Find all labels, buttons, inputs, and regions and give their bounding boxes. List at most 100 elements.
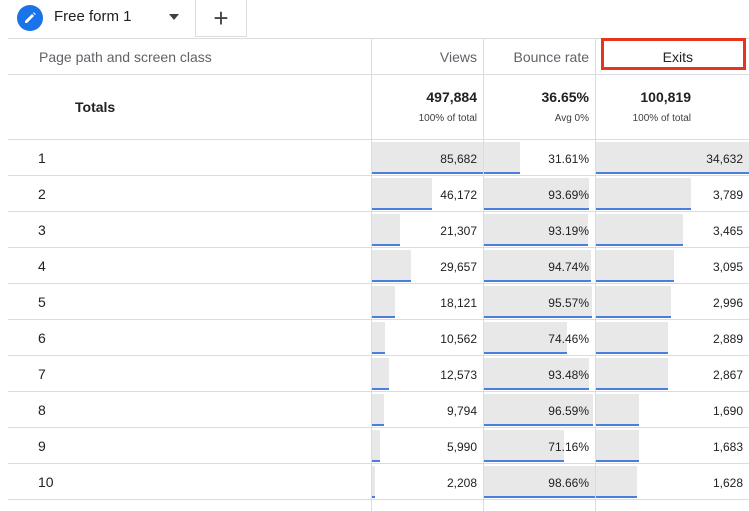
cell-exits-bar — [596, 286, 671, 318]
cell-views-bar-line — [372, 244, 400, 246]
table-row[interactable]: 2 46,172 93.69% 3,789 — [8, 176, 749, 212]
cell-views-bar — [372, 358, 389, 390]
cell-exits-bar — [596, 394, 639, 426]
cell-views-bar-line — [372, 352, 385, 354]
cell-views-value: 12,573 — [440, 368, 477, 382]
cell-exits-value: 2,996 — [712, 296, 743, 310]
row-divider — [8, 355, 749, 356]
cell-views-bar-line — [372, 424, 384, 426]
totals-bounce-rate-sub: Avg 0% — [554, 113, 589, 124]
cell-views: 18,121 — [372, 284, 483, 320]
cell-views-value: 21,307 — [440, 224, 477, 238]
totals-divider — [8, 139, 749, 140]
table-row[interactable]: 6 10,562 74.46% 2,889 — [8, 320, 749, 356]
cell-views-bar — [372, 214, 400, 246]
exits-highlight-box — [601, 38, 746, 70]
cell-views-bar-line — [372, 172, 483, 174]
table-row[interactable]: 1 85,682 31.61% 34,632 — [8, 140, 749, 176]
cell-exits-bar — [596, 322, 668, 354]
cell-bounce-value: 31.61% — [548, 152, 589, 166]
cell-bounce-bar — [484, 394, 593, 426]
cell-exits-bar — [596, 430, 639, 462]
add-tab-button[interactable]: + — [195, 0, 247, 37]
cell-bounce-bar-line — [484, 316, 592, 318]
cell-views: 46,172 — [372, 176, 483, 212]
cell-exits-value: 1,690 — [712, 404, 743, 418]
cell-views-bar — [372, 178, 432, 210]
cell-exits: 1,628 — [596, 464, 749, 500]
cell-views-bar — [372, 466, 375, 498]
cell-bounce: 71.16% — [484, 428, 595, 464]
cell-exits-value: 1,683 — [712, 440, 743, 454]
row-divider — [8, 391, 749, 392]
column-header-views[interactable]: Views — [371, 39, 483, 75]
cell-views-value: 5,990 — [446, 440, 477, 454]
cell-bounce: 98.66% — [484, 464, 595, 500]
table-row[interactable]: 9 5,990 71.16% 1,683 — [8, 428, 749, 464]
cell-exits-bar-line — [596, 172, 749, 174]
cell-bounce-bar-line — [484, 208, 589, 210]
cell-bounce-bar — [484, 214, 588, 246]
cell-views-bar — [372, 394, 384, 426]
cell-bounce-bar-line — [484, 496, 595, 498]
totals-views: 497,884 100% of total — [371, 89, 477, 124]
table-row[interactable]: 4 29,657 94.74% 3,095 — [8, 248, 749, 284]
cell-exits-bar-line — [596, 388, 668, 390]
table-row[interactable]: 3 21,307 93.19% 3,465 — [8, 212, 749, 248]
cell-views-bar-line — [372, 496, 375, 498]
table-row[interactable]: 8 9,794 96.59% 1,690 — [8, 392, 749, 428]
column-header-dimension[interactable]: Page path and screen class — [8, 39, 371, 75]
cell-views: 2,208 — [372, 464, 483, 500]
cell-exits-bar — [596, 142, 749, 174]
column-header-exits-label: Exits — [662, 49, 693, 65]
cell-views-bar — [372, 142, 483, 174]
row-divider — [8, 463, 749, 464]
column-header-bounce-rate-label: Bounce rate — [513, 49, 590, 65]
cell-bounce-bar-line — [484, 352, 567, 354]
cell-bounce-bar-line — [484, 460, 564, 462]
pencil-icon[interactable] — [17, 5, 43, 31]
cell-views-bar — [372, 286, 395, 318]
row-divider — [8, 247, 749, 248]
cell-views-bar — [372, 250, 411, 282]
column-divider — [483, 39, 484, 511]
totals-views-sub: 100% of total — [418, 113, 477, 124]
cell-views: 85,682 — [372, 140, 483, 176]
cell-exits-value: 3,465 — [712, 224, 743, 238]
chevron-down-icon[interactable] — [169, 14, 179, 20]
column-divider — [595, 39, 596, 511]
table-row[interactable]: 5 18,121 95.57% 2,996 — [8, 284, 749, 320]
column-header-bounce-rate[interactable]: Bounce rate — [483, 39, 595, 75]
tab-free-form-1[interactable]: Free form 1 — [0, 0, 195, 36]
cell-views-value: 9,794 — [446, 404, 477, 418]
row-divider — [8, 499, 749, 500]
cell-views-bar-line — [372, 208, 432, 210]
cell-views-value: 18,121 — [440, 296, 477, 310]
totals-bounce-rate-value: 36.65% — [541, 89, 589, 105]
row-divider — [8, 211, 749, 212]
cell-views-value: 2,208 — [446, 476, 477, 490]
cell-bounce: 93.19% — [484, 212, 595, 248]
data-table: Page path and screen class Views Bounce … — [8, 38, 749, 511]
cell-bounce-bar — [484, 358, 589, 390]
cell-bounce-value: 93.69% — [548, 188, 589, 202]
cell-views-value: 29,657 — [440, 260, 477, 274]
cell-bounce-bar — [484, 142, 520, 174]
plus-icon: + — [213, 2, 229, 33]
cell-bounce-value: 93.48% — [548, 368, 589, 382]
row-rank: 7 — [38, 366, 46, 382]
column-header-exits[interactable]: Exits — [595, 39, 749, 75]
table-row[interactable]: 10 2,208 98.66% 1,628 — [8, 464, 749, 500]
table-row[interactable]: 7 12,573 93.48% 2,867 — [8, 356, 749, 392]
cell-exits-bar-line — [596, 244, 683, 246]
cell-exits-value: 34,632 — [706, 152, 743, 166]
cell-bounce-value: 93.19% — [548, 224, 589, 238]
cell-views: 9,794 — [372, 392, 483, 428]
cell-bounce: 74.46% — [484, 320, 595, 356]
row-rank: 3 — [38, 222, 46, 238]
cell-bounce: 93.69% — [484, 176, 595, 212]
cell-views-bar-line — [372, 280, 411, 282]
totals-exits-sub: 100% of total — [632, 113, 691, 124]
cell-bounce-bar — [484, 430, 564, 462]
cell-exits: 3,465 — [596, 212, 749, 248]
